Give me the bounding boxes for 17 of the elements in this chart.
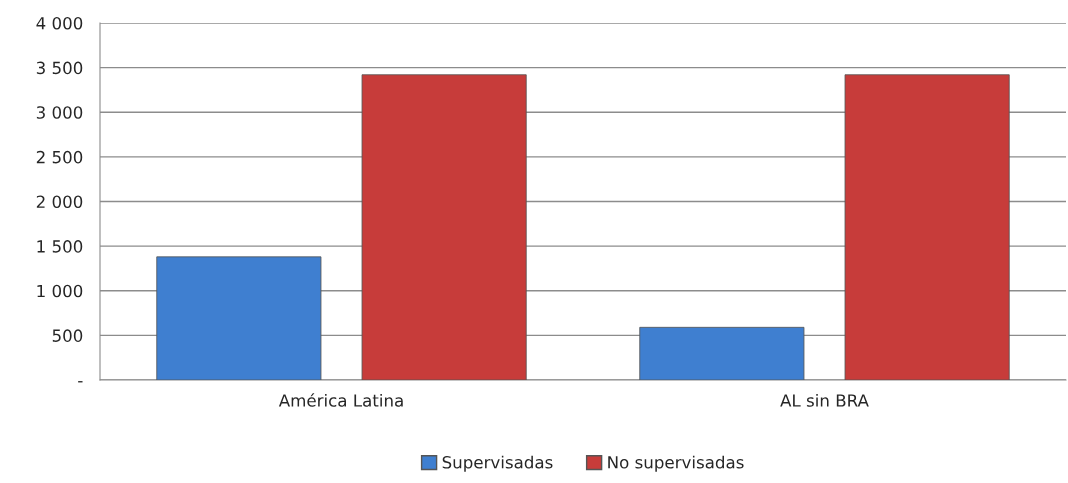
y-tick-label: 2 500	[36, 150, 83, 164]
bar	[844, 74, 1010, 380]
legend-label: Supervisadas	[442, 455, 553, 472]
y-tick-label: -	[78, 381, 83, 383]
y-tick-label: 3 500	[36, 61, 83, 75]
bar	[361, 74, 527, 380]
y-tick-label: 1 000	[37, 284, 83, 298]
x-tick-label: América Latina	[278, 393, 403, 407]
bar	[156, 256, 322, 380]
legend-label: No supervisadas	[608, 455, 744, 472]
y-tick-label: 4 000	[36, 16, 83, 30]
x-tick-label: AL sin BRA	[780, 393, 869, 407]
bar	[639, 326, 805, 380]
y-tick-label: 3 000	[36, 106, 83, 119]
y-tick-label: 1 500	[37, 240, 83, 253]
y-tick-label: 2 000	[36, 195, 83, 209]
y-tick-label: 500	[52, 329, 83, 342]
